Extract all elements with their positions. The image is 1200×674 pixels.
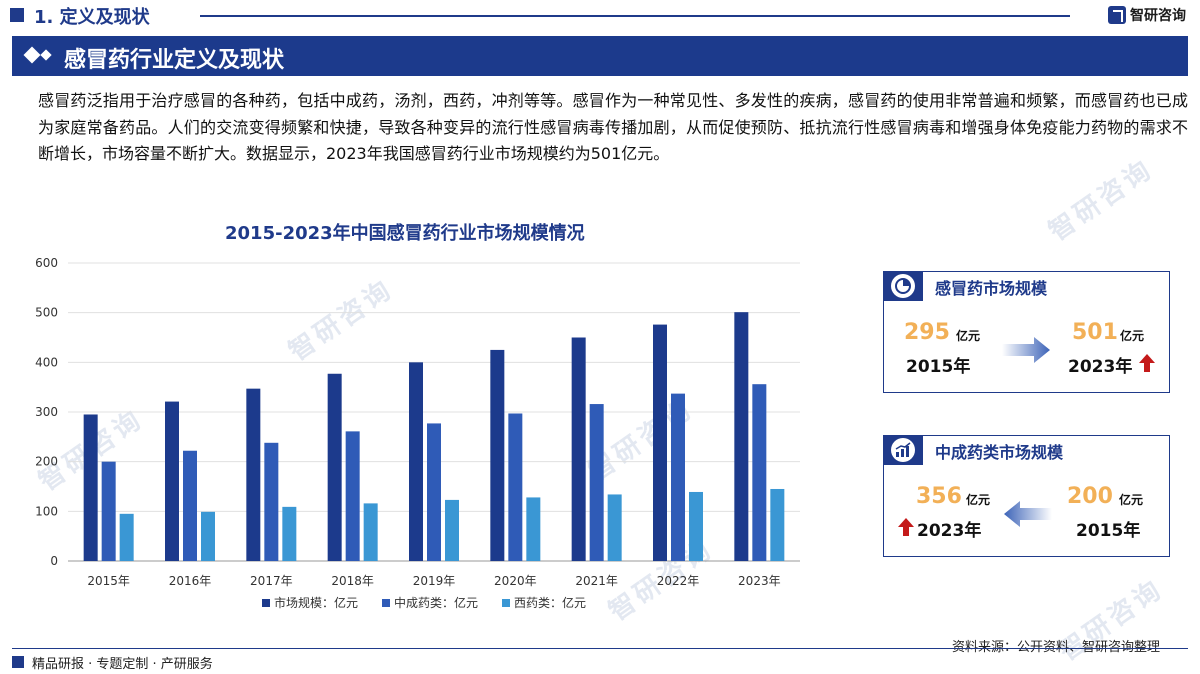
bar (183, 450, 197, 561)
bar (770, 488, 785, 561)
bar (689, 491, 703, 561)
card-header: 中成药类市场规模 (883, 435, 1170, 465)
market-size-card: 感冒药市场规模 295 亿元 2015年 501 亿元 2023年 (883, 271, 1170, 393)
footer-rule (12, 648, 1188, 649)
trend-chart-icon (891, 438, 915, 462)
y-tick-label: 200 (35, 455, 58, 469)
x-tick-label: 2018年 (331, 574, 374, 588)
legend-label: 西药类：亿元 (514, 595, 586, 610)
x-tick-label: 2017年 (250, 574, 293, 588)
from-year: 2015年 (906, 357, 971, 377)
y-tick-label: 400 (35, 355, 58, 369)
y-tick-label: 300 (35, 405, 58, 419)
bar (607, 494, 622, 561)
card-title: 感冒药市场规模 (935, 279, 1048, 298)
brand-name: 智研咨询 (1130, 8, 1186, 24)
brand-mark-icon (12, 656, 24, 668)
x-tick-label: 2020年 (494, 574, 537, 588)
right-value: 200 (1067, 484, 1113, 509)
intro-paragraph: 感冒药泛指用于治疗感冒的各种药，包括中成药，汤剂，西药，冲剂等等。感冒作为一种常… (38, 91, 1188, 163)
footer: 精品研报 · 专题定制 · 产研服务 (0, 648, 1200, 674)
x-tick-label: 2015年 (87, 574, 130, 588)
card-title: 中成药类市场规模 (935, 443, 1064, 462)
x-tick-label: 2023年 (738, 574, 781, 588)
tcm-market-card: 中成药类市场规模 356 亿元 2023年 200 亿元 2015年 (883, 435, 1170, 557)
data-source: 资料来源：公开资料、智研咨询整理 (951, 640, 1160, 655)
from-value: 295 (904, 320, 950, 345)
bar (83, 414, 98, 561)
title-banner: 感冒药行业定义及现状 (12, 36, 1188, 76)
bar (363, 503, 378, 561)
bar (201, 511, 215, 561)
legend-swatch (262, 599, 270, 607)
bar-chart: 0 100 200 300 400 500 600 2015年 2016年 2017年 2018年 2… (35, 256, 800, 610)
y-tick-label: 0 (50, 554, 58, 568)
bar (526, 497, 541, 561)
bar (671, 393, 685, 561)
legend-swatch (502, 599, 510, 607)
legend-label: 中成药类：亿元 (394, 595, 478, 610)
section-marker (10, 8, 24, 22)
right-unit: 亿元 (1119, 493, 1144, 507)
diamond-icon (23, 46, 41, 64)
bar (264, 442, 279, 561)
footer-tagline: 精品研报 · 专题定制 · 产研服务 (32, 657, 213, 672)
left-value: 356 (916, 484, 962, 509)
top-bar: 1. 定义及现状 智研咨询 (0, 0, 1200, 34)
diamond-icon (40, 49, 52, 61)
right-year: 2015年 (1076, 521, 1141, 541)
legend-label: 市场规模：亿元 (274, 595, 358, 610)
x-tick-label: 2019年 (413, 574, 456, 588)
bar (571, 337, 586, 561)
arrow-right-icon (1002, 337, 1050, 363)
to-year: 2023年 (1068, 357, 1133, 377)
to-unit: 亿元 (1120, 329, 1145, 343)
bar (427, 423, 441, 561)
header-rule (200, 15, 1070, 17)
y-tick-label: 500 (35, 306, 58, 320)
up-arrow-icon (1139, 354, 1155, 372)
bar (490, 349, 505, 561)
bar (589, 404, 604, 561)
card-header: 感冒药市场规模 (883, 271, 1170, 301)
legend-swatch (382, 599, 390, 607)
brand-logo: 智研咨询 (1108, 5, 1186, 25)
section-title: 1. 定义及现状 (34, 7, 150, 28)
bar (101, 461, 116, 561)
bar (282, 506, 297, 561)
bar (165, 401, 179, 561)
x-tick-label: 2016年 (169, 574, 212, 588)
bar (246, 388, 261, 561)
pie-chart-icon (891, 274, 915, 298)
chart-title: 2015-2023年中国感冒药行业市场规模情况 (225, 223, 585, 244)
bar (752, 384, 767, 561)
bar (445, 499, 459, 561)
y-tick-label: 100 (35, 504, 58, 518)
left-year: 2023年 (917, 521, 982, 541)
y-tick-label: 600 (35, 256, 58, 270)
left-unit: 亿元 (966, 493, 991, 507)
up-arrow-icon (898, 518, 914, 536)
x-tick-label: 2022年 (657, 574, 700, 588)
arrow-left-icon (1004, 501, 1052, 527)
bar (508, 413, 523, 561)
bar (119, 513, 134, 561)
bar (345, 431, 360, 561)
from-unit: 亿元 (956, 329, 981, 343)
page-title: 感冒药行业定义及现状 (64, 48, 285, 73)
bar (734, 312, 749, 561)
bar (653, 324, 667, 561)
bar (327, 373, 342, 561)
bar (409, 362, 423, 561)
to-value: 501 (1072, 320, 1118, 345)
brand-logo-icon (1108, 6, 1126, 24)
x-tick-label: 2021年 (575, 574, 618, 588)
